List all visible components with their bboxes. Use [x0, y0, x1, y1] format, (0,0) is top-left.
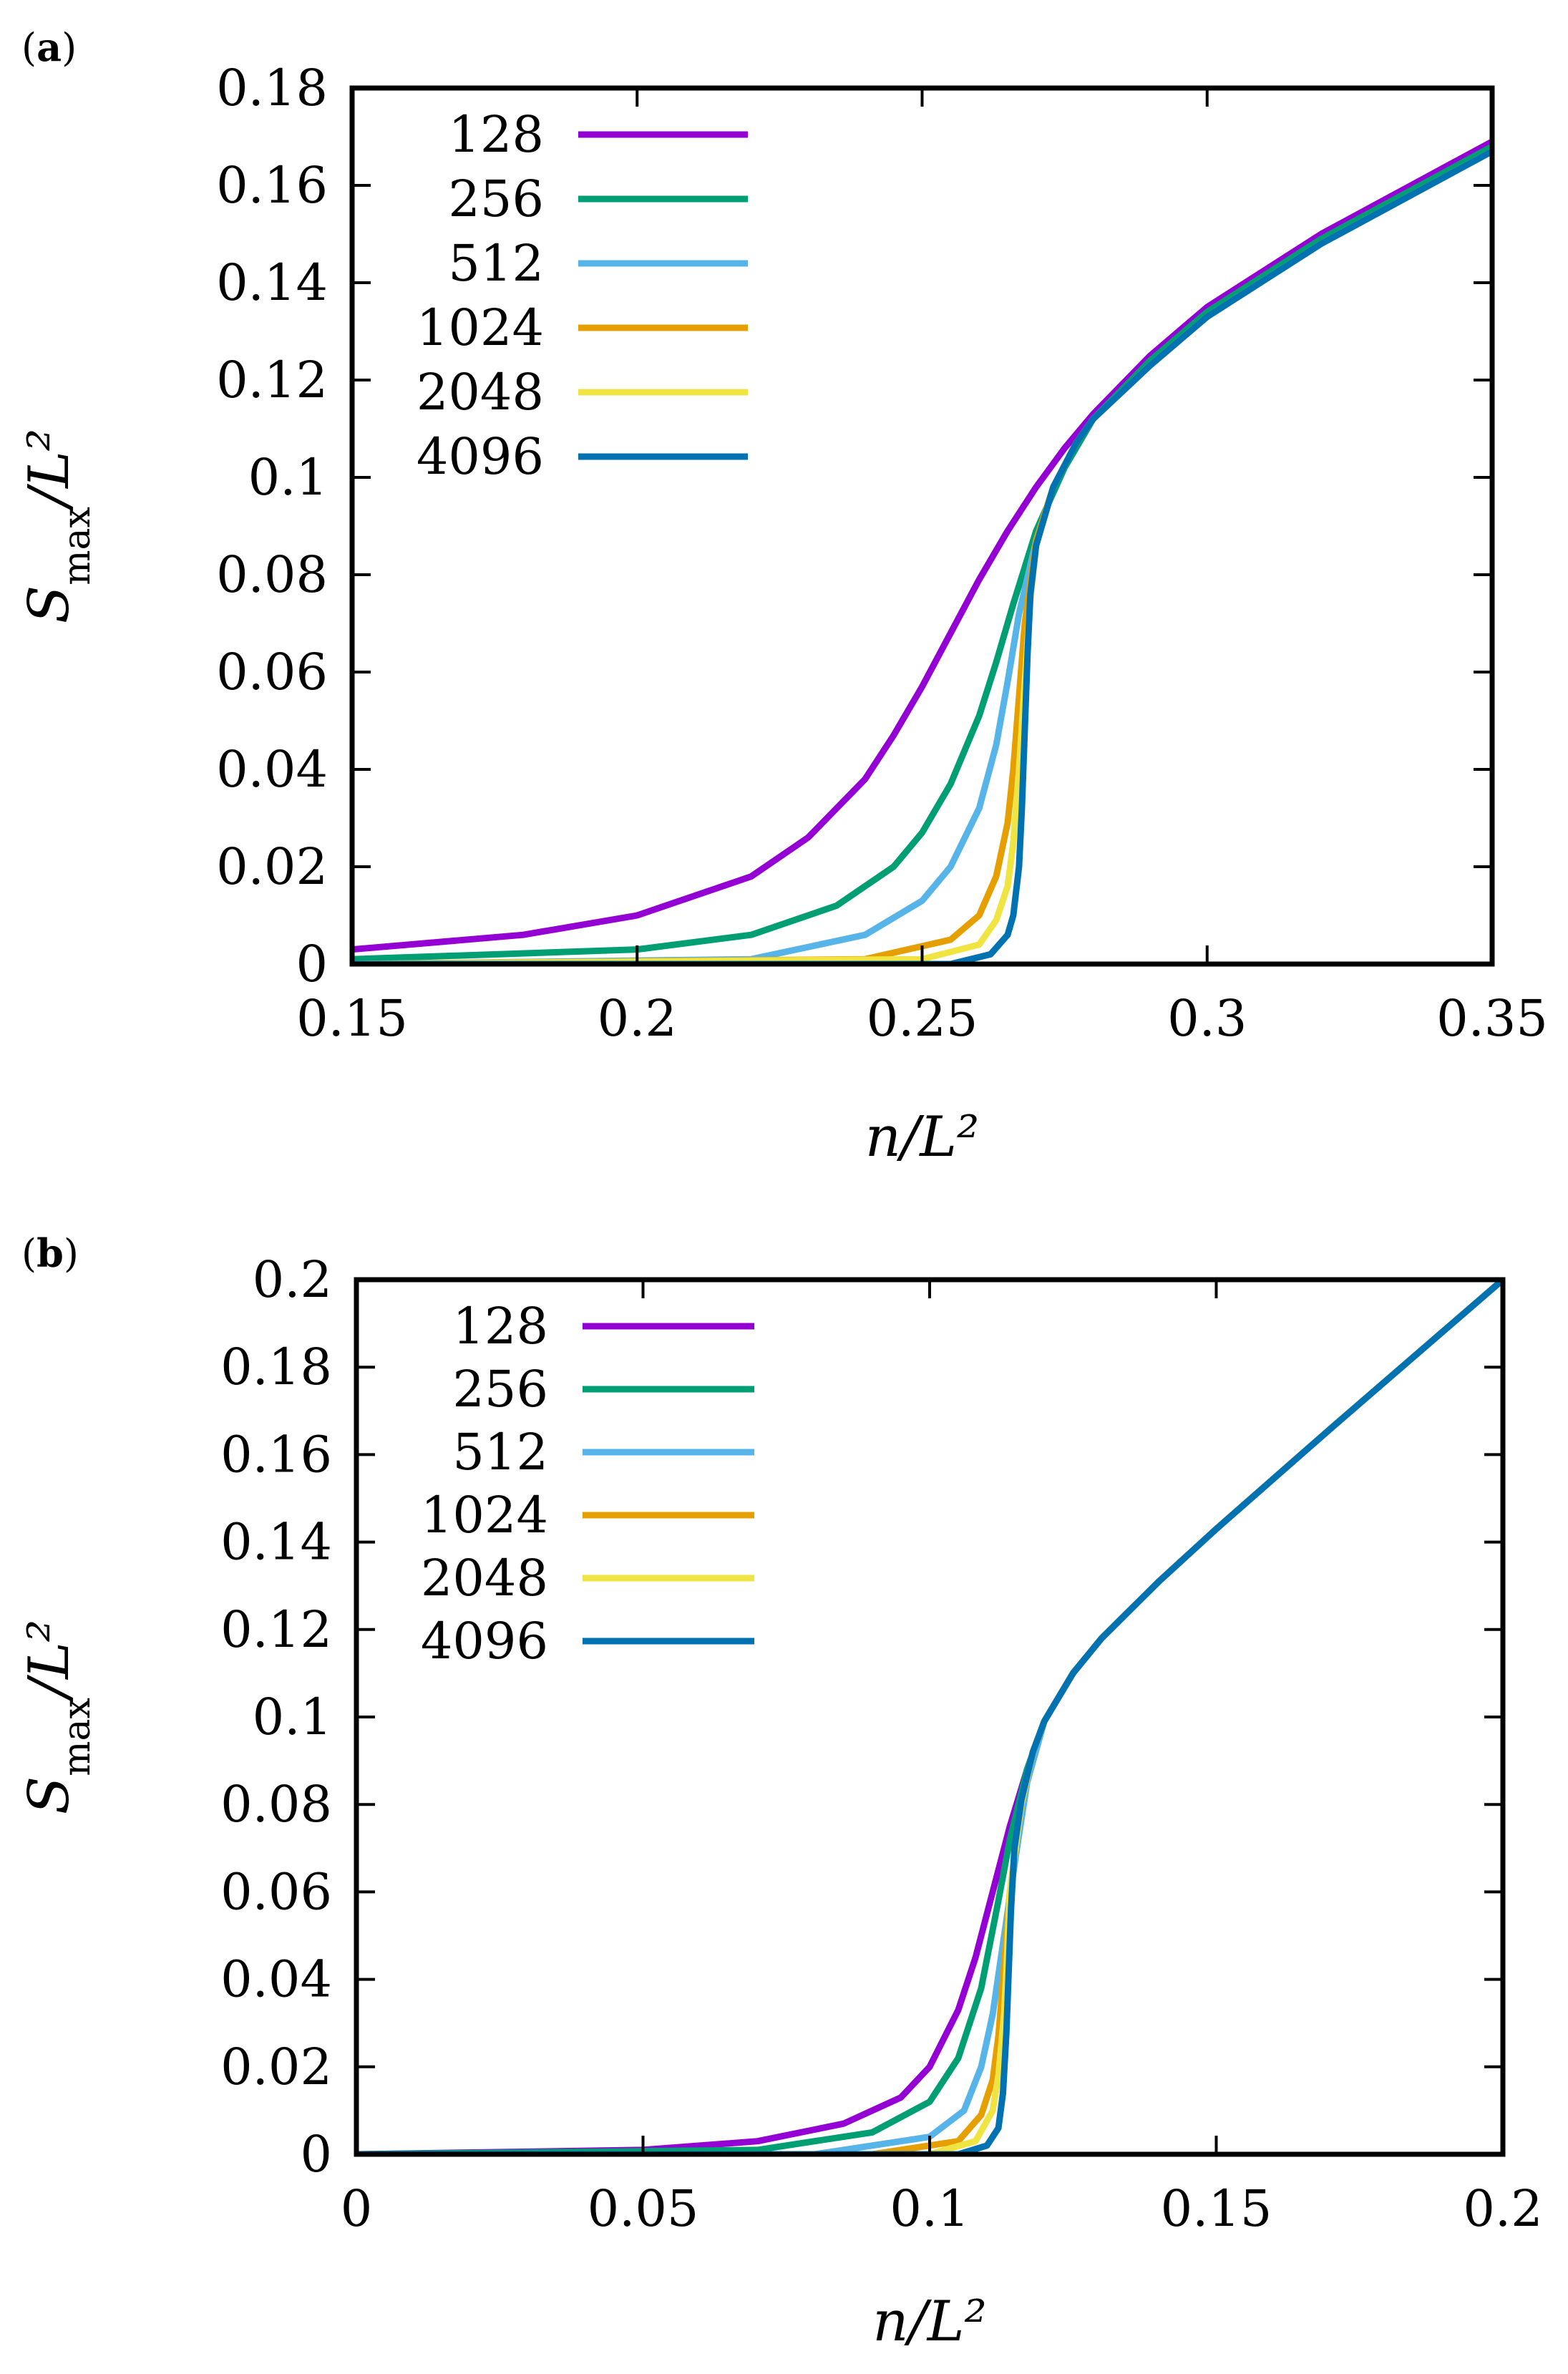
y-tick-label: 0.1 [253, 1688, 332, 1746]
legend-label-2048: 2048 [417, 363, 544, 422]
y-tick-label: 0.14 [220, 1513, 332, 1572]
plot-frame [349, 85, 1495, 967]
y-tick-label: 0.06 [220, 1862, 332, 1921]
y-tick-label: 0.16 [220, 1425, 332, 1484]
x-tick-label: 0.35 [1436, 989, 1548, 1048]
legend-label-512: 512 [448, 234, 544, 293]
legend-label-512: 512 [452, 1423, 548, 1482]
panel-label: (a) [21, 24, 77, 70]
legend-label-128: 128 [448, 105, 544, 164]
plot-frame [354, 1277, 1506, 2157]
panel-a: (a) 0.15 0.2 0.25 0.3 0.35 0 0.02 0.04 0.06 0.08 0.… [17, 24, 1548, 1169]
y-tick-label: 0.08 [220, 1775, 332, 1834]
y-tick-label: 0.16 [216, 156, 328, 215]
y-tick-label: 0.14 [216, 253, 328, 312]
y-tick-label: 0.18 [220, 1338, 332, 1396]
y-tick-label: 0.12 [216, 351, 328, 409]
y-tick-label: 0.02 [220, 2038, 332, 2096]
legend-label-256: 256 [448, 170, 544, 228]
y-tick-label: 0.06 [216, 643, 328, 701]
y-axis-title: Smax/L² [17, 429, 99, 623]
x-tick-label: 0.25 [867, 989, 978, 1048]
legend-label-4096: 4096 [421, 1612, 548, 1670]
x-tick-label: 0.05 [588, 2179, 699, 2238]
series-line-4096 [352, 147, 1492, 964]
y-tick-label: 0.12 [220, 1600, 332, 1659]
x-tick-label: 0.3 [1167, 989, 1247, 1048]
x-tick-label: 0.2 [1463, 2179, 1542, 2238]
x-tick-label: 0.15 [1161, 2179, 1272, 2238]
x-tick-label: 0.1 [890, 2179, 969, 2238]
y-tick-label: 0.02 [216, 837, 328, 896]
series-line-4096 [356, 1280, 1503, 2154]
x-axis-title: n/L² [865, 1105, 980, 1169]
panel-label: (b) [21, 1230, 79, 1276]
x-axis-title: n/L² [872, 2290, 987, 2354]
series-line-128 [352, 138, 1492, 953]
y-tick-label: 0.08 [216, 545, 328, 604]
y-tick-label: 0.04 [220, 1950, 332, 2009]
legend-label-128: 128 [452, 1297, 548, 1356]
legend-label-1024: 1024 [417, 298, 544, 357]
y-axis-title: Smax/L² [17, 1620, 99, 1814]
legend-label-2048: 2048 [421, 1549, 548, 1607]
y-tick-label: 0.18 [216, 59, 328, 117]
legend-label-1024: 1024 [421, 1486, 548, 1544]
series-line-256 [352, 143, 1492, 963]
legend-label-4096: 4096 [417, 427, 544, 486]
x-tick-label: 0 [341, 2179, 373, 2238]
y-tick-label: 0.1 [248, 448, 328, 507]
y-tick-label: 0.2 [253, 1250, 332, 1309]
panel-b: (b) 0 0.05 0.1 0.15 0.2 0 0.02 0.04 0.06 0.08 0.1 0.… [17, 1230, 1543, 2354]
y-tick-label: 0 [300, 2125, 332, 2184]
y-tick-label: 0 [296, 935, 328, 993]
x-tick-label: 0.15 [296, 989, 408, 1048]
y-tick-label: 0.04 [216, 740, 328, 799]
x-tick-label: 0.2 [598, 989, 677, 1048]
legend-label-256: 256 [452, 1360, 548, 1419]
